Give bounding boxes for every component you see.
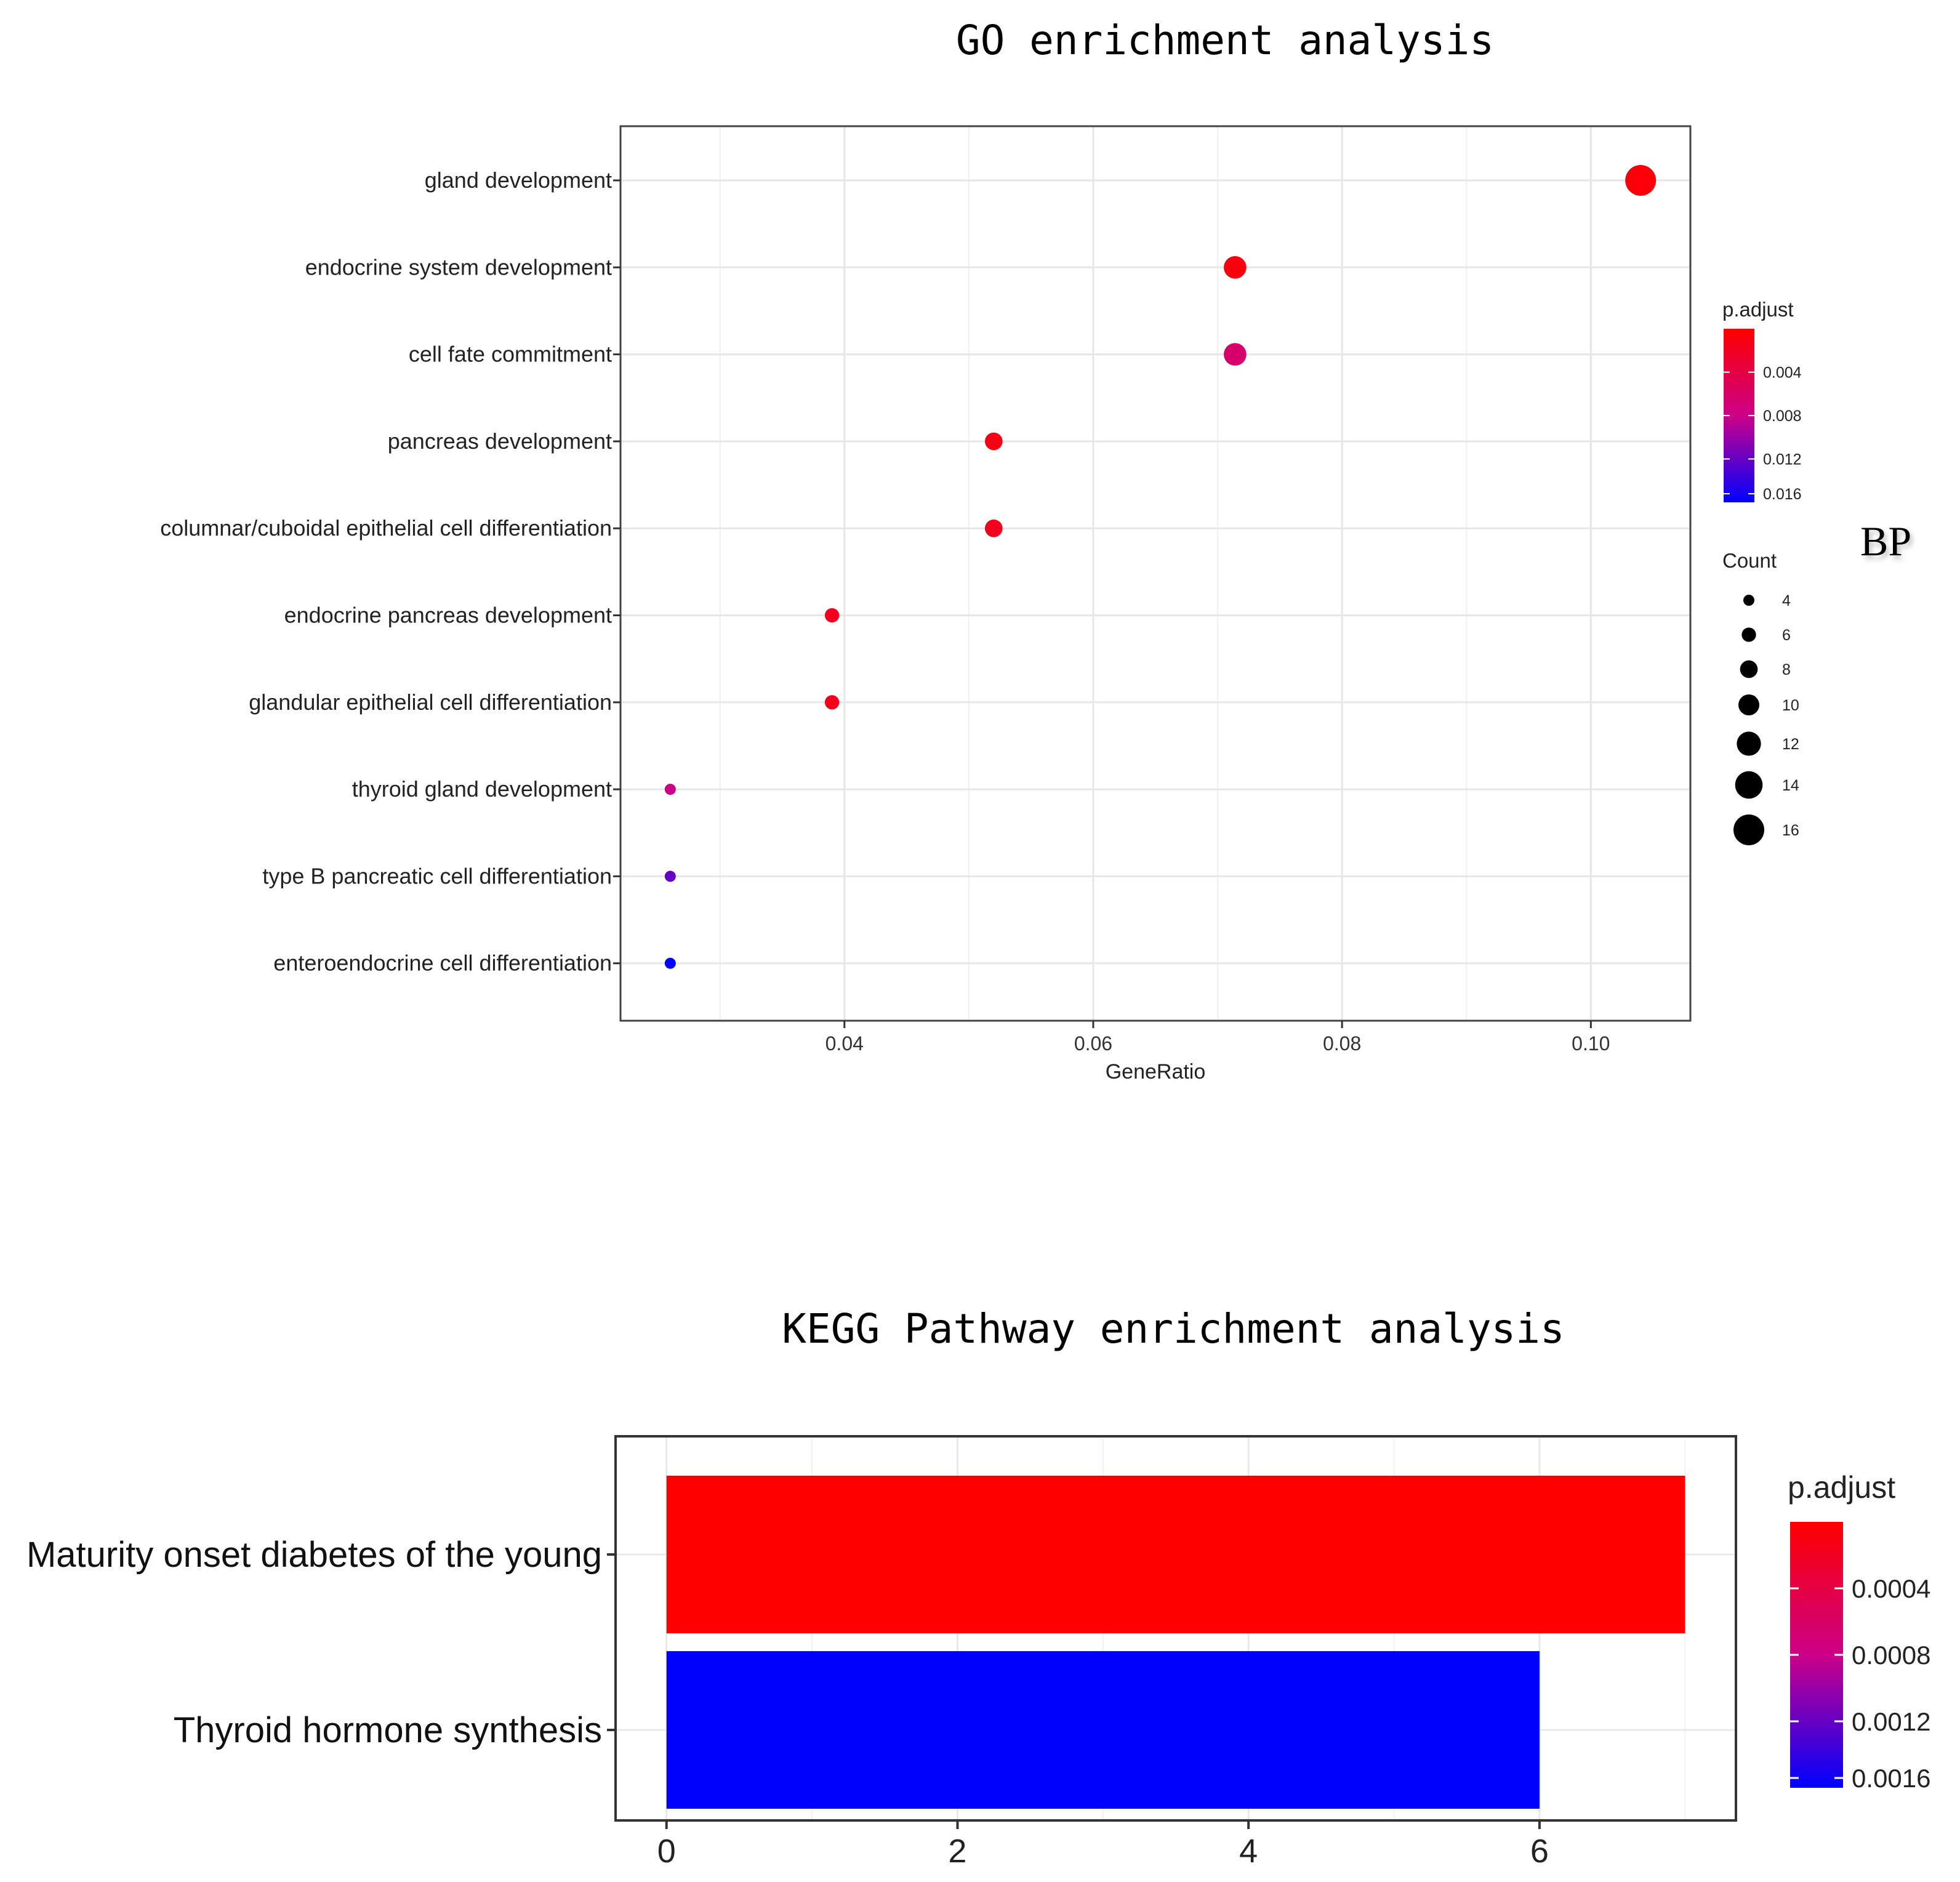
go-point [824, 608, 840, 623]
go-point [984, 432, 1003, 451]
kegg-chart-title: KEGG Pathway enrichment analysis [782, 1305, 1565, 1353]
go-point [1224, 255, 1247, 279]
go-legend-size-dot [1737, 731, 1761, 756]
go-point [984, 519, 1003, 537]
kegg-x-tick-label: 6 [1530, 1833, 1549, 1870]
kegg-x-tick-label: 0 [657, 1833, 676, 1870]
kegg-y-tick-label: Thyroid hormone synthesis [174, 1710, 602, 1750]
go-legend-color-label: 0.008 [1763, 408, 1802, 425]
go-x-tick-label: 0.04 [825, 1032, 864, 1055]
go-legend-size-title: Count [1722, 549, 1777, 572]
go-y-tick-label: gland development [425, 167, 612, 193]
go-legend-size-label: 8 [1782, 661, 1791, 678]
go-y-axis: gland development endocrine system develo… [160, 167, 621, 976]
go-x-axis-label: GeneRatio [1106, 1060, 1206, 1084]
kegg-plot-panel [614, 1435, 1737, 1822]
go-y-tick-label: columnar/cuboidal epithelial cell differ… [160, 515, 612, 541]
kegg-x-axis: 0 2 4 6 [657, 1820, 1549, 1870]
go-y-tick-label: endocrine pancreas development [284, 603, 612, 628]
go-y-tick-label: pancreas development [388, 428, 612, 454]
go-y-tick-label: glandular epithelial cell differentiatio… [249, 690, 612, 715]
go-side-label: BP [1860, 518, 1911, 565]
kegg-legend-color-label: 0.0016 [1852, 1764, 1930, 1793]
go-legend-size-label: 10 [1782, 697, 1799, 714]
go-x-tick-label: 0.08 [1323, 1032, 1361, 1055]
kegg-y-axis: Maturity onset diabetes of the young Thyr… [26, 1535, 616, 1750]
go-point [1224, 343, 1247, 366]
go-legend-size-dot [1738, 694, 1759, 715]
go-chart-title: GO enrichment analysis [956, 17, 1494, 64]
kegg-legend-color-ticks: 0.0004 0.0008 0.0012 0.0016 [1790, 1574, 1930, 1793]
go-x-tick-label: 0.10 [1572, 1032, 1610, 1055]
kegg-y-tick-label: Maturity onset diabetes of the young [26, 1535, 602, 1575]
go-legend-size-dot [1740, 660, 1758, 678]
go-legend-color-label: 0.016 [1763, 486, 1802, 503]
go-plot-background [621, 126, 1690, 1021]
kegg-x-tick-label: 4 [1239, 1833, 1258, 1870]
kegg-legend-title: p.adjust [1788, 1470, 1895, 1505]
go-x-tick-label: 0.06 [1074, 1032, 1112, 1055]
go-legend-size-label: 16 [1782, 822, 1799, 839]
kegg-bars [666, 1476, 1685, 1809]
go-grid [621, 126, 1690, 1021]
go-point [664, 871, 676, 882]
kegg-legend-colorbar [1790, 1522, 1843, 1788]
go-y-tick-label: type B pancreatic cell differentiation [262, 863, 612, 888]
kegg-legend-color-label: 0.0012 [1852, 1707, 1930, 1736]
go-legend: p.adjust 0.004 0.008 0.012 0.016 Count 4 6 8 1… [1722, 298, 1802, 845]
kegg-bar [666, 1476, 1685, 1633]
go-point [824, 695, 840, 710]
go-y-tick-label: thyroid gland development [352, 776, 612, 802]
kegg-legend-color-label: 0.0008 [1852, 1641, 1930, 1670]
go-legend-color-ticks: 0.004 0.008 0.012 0.016 [1724, 364, 1802, 503]
go-legend-size-keys: 4 6 8 10 12 14 16 [1733, 592, 1799, 845]
go-y-tick-label: endocrine system development [305, 254, 612, 279]
go-legend-color-label: 0.012 [1763, 451, 1802, 468]
go-legend-size-label: 4 [1782, 592, 1791, 609]
kegg-bar [666, 1651, 1540, 1809]
go-legend-size-label: 14 [1782, 777, 1799, 794]
go-plot-panel [619, 125, 1692, 1022]
go-y-tick-label: enteroendocrine cell differentiation [273, 951, 612, 976]
go-chart: GO enrichment analysis gland development… [160, 17, 1911, 1084]
go-legend-size-label: 12 [1782, 736, 1799, 753]
kegg-chart: KEGG Pathway enrichment analysis Maturit… [26, 1305, 1931, 1870]
go-legend-size-dot [1735, 771, 1763, 799]
go-legend-color-title: p.adjust [1722, 298, 1794, 321]
go-legend-size-dot [1741, 627, 1756, 642]
go-point [1625, 165, 1657, 196]
go-legend-color-label: 0.004 [1763, 364, 1802, 382]
go-y-tick-label: cell fate commitment [409, 342, 612, 367]
kegg-x-tick-label: 2 [948, 1833, 966, 1870]
kegg-legend: p.adjust 0.0004 0.0008 0.0012 0.0016 [1788, 1470, 1930, 1793]
go-legend-size-label: 6 [1782, 627, 1791, 644]
go-point [664, 957, 676, 969]
go-x-axis: 0.04 0.06 0.08 0.10 [825, 1021, 1610, 1055]
go-legend-size-dot [1733, 814, 1764, 845]
go-points [664, 165, 1657, 969]
go-legend-size-dot [1743, 595, 1754, 606]
kegg-legend-color-label: 0.0004 [1852, 1574, 1930, 1603]
go-point [664, 784, 676, 795]
